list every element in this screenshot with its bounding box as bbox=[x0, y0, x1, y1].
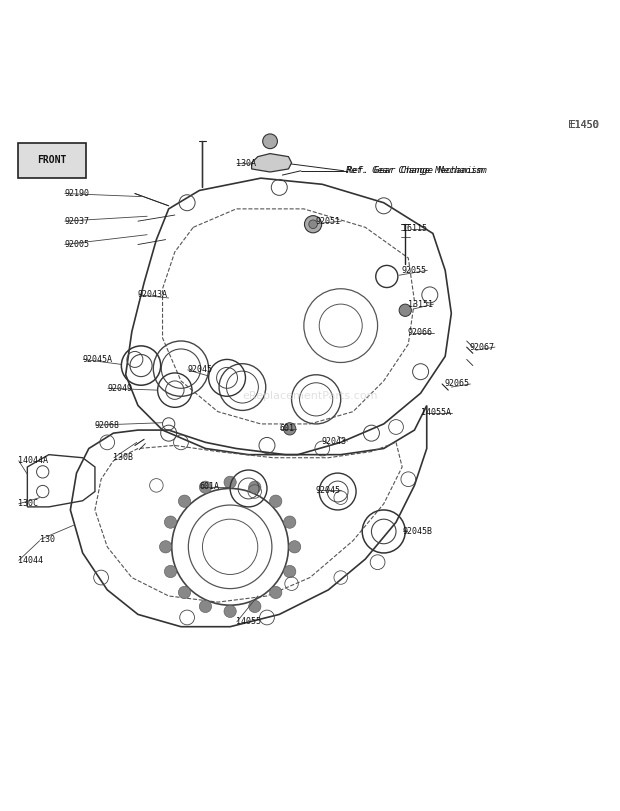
Circle shape bbox=[270, 586, 282, 599]
Circle shape bbox=[249, 600, 261, 612]
Circle shape bbox=[283, 516, 296, 528]
Circle shape bbox=[199, 481, 211, 493]
Text: 92049: 92049 bbox=[107, 384, 132, 393]
Text: 14055: 14055 bbox=[236, 617, 261, 626]
Text: 92190: 92190 bbox=[64, 189, 89, 198]
Circle shape bbox=[263, 134, 277, 148]
Polygon shape bbox=[252, 153, 291, 172]
Text: 92037: 92037 bbox=[64, 217, 89, 225]
FancyBboxPatch shape bbox=[18, 143, 86, 178]
Circle shape bbox=[164, 565, 177, 577]
Circle shape bbox=[309, 220, 317, 229]
Text: 92045A: 92045A bbox=[82, 355, 113, 364]
Circle shape bbox=[179, 586, 190, 599]
Text: E1450: E1450 bbox=[569, 120, 599, 130]
Text: 13151: 13151 bbox=[408, 299, 433, 309]
Circle shape bbox=[270, 495, 282, 508]
Text: 92045: 92045 bbox=[187, 366, 212, 375]
Text: 92045: 92045 bbox=[316, 486, 341, 495]
Text: 92051: 92051 bbox=[316, 217, 341, 225]
Circle shape bbox=[283, 423, 296, 435]
Text: 130A: 130A bbox=[236, 159, 256, 168]
Text: FRONT: FRONT bbox=[37, 156, 66, 165]
Text: Ref. Gear Change Mechanism: Ref. Gear Change Mechanism bbox=[347, 166, 487, 175]
Text: 92068: 92068 bbox=[95, 421, 120, 430]
Circle shape bbox=[283, 565, 296, 577]
Text: 130C: 130C bbox=[18, 500, 38, 508]
Circle shape bbox=[199, 600, 211, 612]
Text: 601: 601 bbox=[279, 424, 294, 433]
Circle shape bbox=[159, 541, 172, 553]
Text: 92055: 92055 bbox=[402, 266, 427, 275]
Text: eReplacementParts.com: eReplacementParts.com bbox=[242, 391, 378, 401]
Circle shape bbox=[179, 495, 190, 508]
Circle shape bbox=[288, 541, 301, 553]
Circle shape bbox=[224, 605, 236, 617]
Text: 16115: 16115 bbox=[402, 224, 427, 233]
Text: 92065: 92065 bbox=[445, 380, 470, 388]
Text: 130: 130 bbox=[40, 535, 55, 544]
Text: 14044: 14044 bbox=[18, 556, 43, 564]
Text: 601A: 601A bbox=[200, 482, 219, 491]
Circle shape bbox=[399, 304, 412, 316]
Circle shape bbox=[249, 481, 261, 493]
Text: 92045B: 92045B bbox=[402, 527, 432, 536]
Circle shape bbox=[224, 476, 236, 488]
Text: 92066: 92066 bbox=[408, 328, 433, 337]
Circle shape bbox=[164, 516, 177, 528]
Text: Ref. Gear Change Mechanism: Ref. Gear Change Mechanism bbox=[345, 166, 482, 175]
Text: 14044A: 14044A bbox=[18, 457, 48, 466]
Text: 14055A: 14055A bbox=[422, 409, 451, 418]
Circle shape bbox=[304, 216, 322, 233]
Text: 92005: 92005 bbox=[64, 240, 89, 249]
Text: 130B: 130B bbox=[113, 453, 133, 462]
Text: 92067: 92067 bbox=[469, 342, 494, 352]
Text: 92043A: 92043A bbox=[138, 290, 168, 299]
Text: 92043: 92043 bbox=[322, 436, 347, 445]
Text: E1450: E1450 bbox=[567, 120, 599, 130]
